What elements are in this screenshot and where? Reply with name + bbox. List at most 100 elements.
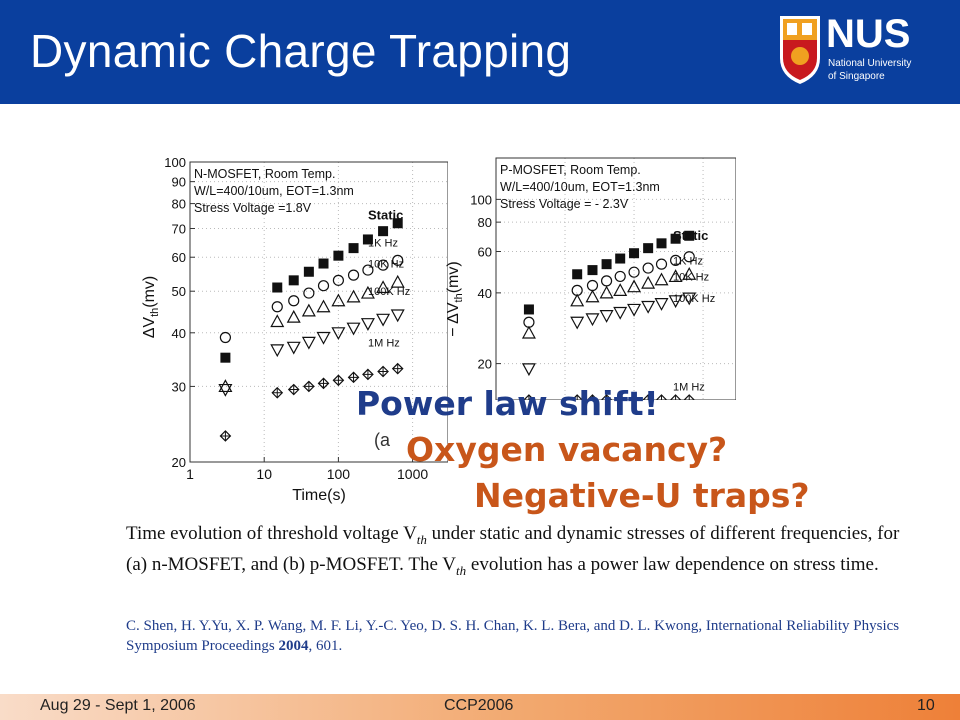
chart1-series-0-point-6 <box>643 243 654 254</box>
chart0-series-4-point-7-cross <box>362 369 373 380</box>
chart0-series-2-point-1 <box>270 314 285 328</box>
slide-header: Dynamic Charge Trapping NUS National Uni… <box>0 0 960 104</box>
caption-part-3: evolution has a power law dependence on … <box>466 553 879 575</box>
chart0-series-0-point-5 <box>333 250 344 261</box>
chart1-series-4-point-6 <box>642 394 654 400</box>
chart1-series-0-point-3 <box>601 259 612 270</box>
chart0-series-0-point-4 <box>318 258 329 269</box>
chart1-ytick-label-4: 100 <box>470 192 492 207</box>
chart0-xtick-label-0: 1 <box>186 466 194 482</box>
caption-part-2: under static and dynamic stresses of dif… <box>126 523 900 575</box>
chart1-series-4-point-1-shape <box>571 394 584 400</box>
chart0-series-1 <box>219 254 404 344</box>
chart1-series-4-point-5-cross <box>629 395 640 400</box>
chart1-series-4-point-0-shape <box>523 394 535 400</box>
chart1-series-3-point-8 <box>668 295 683 309</box>
chart1-series-4-point-9-shape <box>683 394 696 400</box>
chart1-series-3-point-6 <box>641 300 656 314</box>
citation: C. Shen, H. Y.Yu, X. P. Wang, M. F. Li, … <box>126 616 916 656</box>
chart1-series-2-point-8 <box>668 269 683 283</box>
citation-pages: , 601. <box>308 638 343 654</box>
chart1-ylabel-suffix: (mv) <box>445 261 462 293</box>
chart1-series-4-point-7 <box>655 394 668 400</box>
chart0-series-4-point-2 <box>287 383 300 396</box>
chart1-ytick-label-0: 20 <box>478 357 492 372</box>
chart0-series-1-point-9 <box>392 254 404 266</box>
chart1-series-3-point-2 <box>585 313 600 327</box>
chart1-ylabel-prefix: − ΔV <box>445 302 462 337</box>
chart0-panel-label: (a <box>374 430 391 450</box>
chart1-info-0: P-MOSFET, Room Temp. <box>500 163 641 177</box>
chart1-info-1: W/L=400/10um, EOT=1.3nm <box>500 180 660 194</box>
chart1-series-1-point-9 <box>683 251 695 263</box>
chart1-series-2-point-3 <box>599 285 614 299</box>
chart1-series-2-point-5 <box>627 279 642 293</box>
chart0-ytick-label-5: 70 <box>172 221 186 236</box>
chart0-series-4-point-7 <box>362 368 374 381</box>
chart0-series-4-point-2-cross <box>288 384 299 395</box>
chart0-series-0-point-2 <box>288 275 299 286</box>
chart0-series-1-point-3 <box>303 287 315 299</box>
slide-title: Dynamic Charge Trapping <box>30 25 572 77</box>
chart0-ytick-label-2: 40 <box>172 326 186 341</box>
chart0-series-3-point-7 <box>360 318 375 331</box>
chart0-series-2-point-8 <box>376 280 391 294</box>
chart1-series-1-point-6 <box>642 262 654 274</box>
chart1-series-1-point-5 <box>628 266 640 278</box>
chart0-series-0-point-8 <box>378 226 389 237</box>
chart0-series-1-point-6 <box>347 269 360 281</box>
nus-shield-icon <box>780 16 820 84</box>
caption-sub-1: th <box>416 531 427 547</box>
chart0-series-4-point-3 <box>303 380 315 393</box>
chart0-ylabel-suffix: (mv) <box>141 276 158 308</box>
chart1-series-2-point-1 <box>570 293 585 307</box>
chart0-series-4-point-4 <box>317 377 330 390</box>
chart1-series-4-point-1-cross <box>572 395 583 400</box>
chart1-series-4-point-2-shape <box>586 394 599 400</box>
chart0-series-3-point-4 <box>316 331 331 345</box>
chart0-series-1-point-4 <box>317 280 330 292</box>
chart0-series-3-point-0 <box>218 383 233 397</box>
figure-caption: Time evolution of threshold voltage Vth … <box>126 521 916 583</box>
citation-year: 2004 <box>278 638 309 654</box>
chart1-ylabel-sub: th <box>453 293 465 302</box>
chart0-series-3 <box>218 309 405 397</box>
chart0-series-4-point-4-cross <box>318 378 329 389</box>
logo-subtitle-2: of Singapore <box>828 71 885 82</box>
chart0-series-0 <box>220 218 403 363</box>
chart1-series-4-point-2 <box>586 394 599 400</box>
chart1-series-1-point-3 <box>600 275 613 287</box>
logo-wordmark: NUS <box>826 12 911 56</box>
chart0-xlabel: Time(s) <box>292 487 346 504</box>
chart-p-mosfet: 20 40 60 80 100 − ΔVth(mv) P-MOSFET, Room Temp… <box>445 157 736 400</box>
chart0-series-4-point-9-cross <box>392 363 403 374</box>
chart1-series-4-point-9 <box>683 394 696 400</box>
citation-authors: C. Shen, H. Y.Yu, X. P. Wang, M. F. Li, … <box>126 618 900 654</box>
chart1-frame <box>495 157 736 400</box>
chart0-series-4-point-5 <box>332 374 345 387</box>
chart0-series-4-point-0-cross <box>220 430 231 441</box>
chart1-series-0-point-2 <box>587 265 598 276</box>
chart1-series-2-point-0 <box>521 325 536 339</box>
chart0-series-3-point-9 <box>390 309 405 323</box>
chart0-series-2-point-0 <box>218 379 233 393</box>
overlay-negative-u: Negative-U traps? <box>474 476 810 515</box>
chart0-xtick-label-3: 1000 <box>397 466 428 482</box>
chart0-series-1-point-7 <box>362 264 374 276</box>
chart1-series-2 <box>521 267 697 339</box>
footer-page-number: 10 <box>917 697 935 714</box>
chart0-series-4-point-5-cross <box>333 375 344 386</box>
chart0-info-0: N-MOSFET, Room Temp. <box>194 167 335 181</box>
chart1-series-4-point-7-shape <box>655 394 668 400</box>
chart1-series-3-point-0 <box>521 363 536 377</box>
chart0-series-label-3: 100K Hz <box>368 286 410 298</box>
chart0-series-label-1: 1K Hz <box>368 237 398 249</box>
footer-event: CCP2006 <box>444 697 514 714</box>
chart0-ytick-label-4: 60 <box>172 250 186 265</box>
chart1-series-4-point-5 <box>628 394 640 400</box>
chart1-series-4-point-6-cross <box>643 395 654 400</box>
chart1-series-4-point-9-cross <box>684 395 695 400</box>
chart0-series-4-point-8-cross <box>378 366 389 377</box>
chart1-series-2-point-9 <box>682 267 697 280</box>
